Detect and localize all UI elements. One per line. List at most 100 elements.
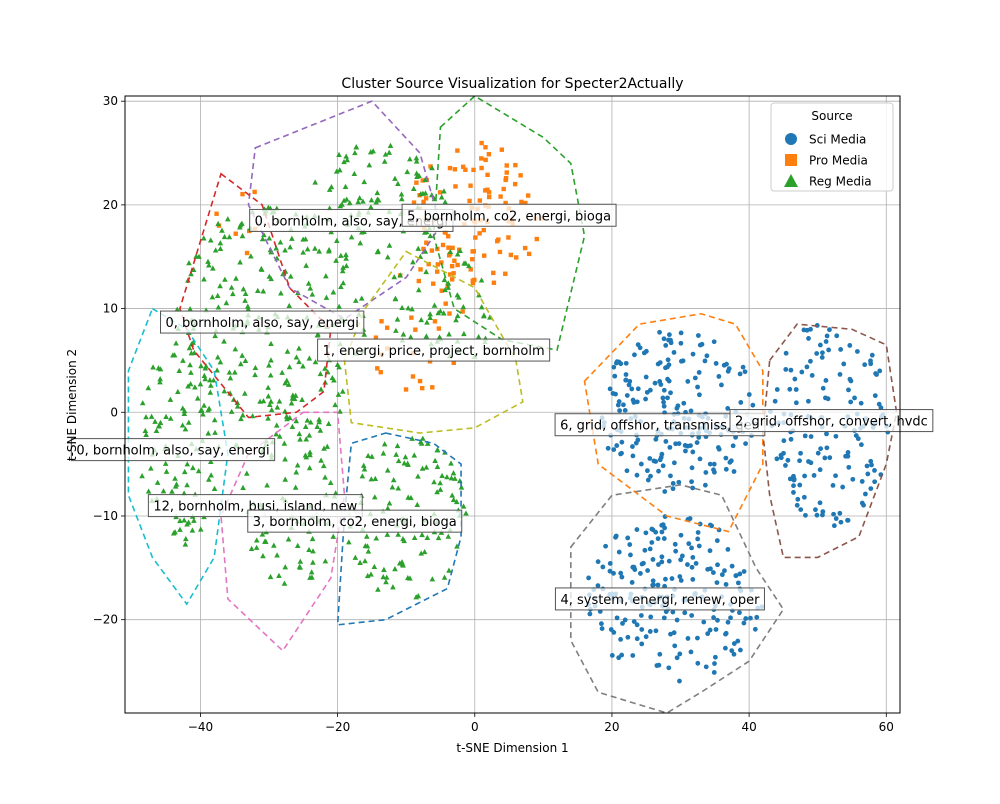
- data-point-sci: [607, 561, 613, 566]
- data-point-sci: [618, 636, 623, 642]
- data-point-pro: [504, 170, 509, 175]
- data-point-reg: [234, 399, 241, 405]
- data-point-sci: [677, 574, 683, 579]
- data-point-reg: [294, 462, 301, 468]
- data-point-reg: [418, 550, 424, 556]
- data-point-sci: [865, 471, 871, 477]
- data-point-reg: [434, 489, 440, 495]
- data-point-sci: [607, 568, 613, 574]
- cluster-hull: [569, 484, 785, 714]
- data-point-sci: [619, 450, 624, 456]
- data-point-sci: [712, 661, 717, 666]
- data-point-pro: [417, 378, 423, 384]
- data-point-reg: [267, 401, 273, 408]
- data-point-sci: [656, 562, 661, 567]
- data-point-reg: [212, 332, 218, 339]
- data-point-sci: [656, 468, 661, 474]
- data-point-sci: [688, 408, 694, 414]
- data-point-sci: [858, 400, 864, 406]
- data-point-sci: [731, 641, 737, 646]
- data-point-pro: [429, 248, 435, 253]
- data-point-pro: [440, 242, 446, 248]
- data-point-reg: [286, 364, 293, 370]
- data-point-sci: [845, 453, 851, 459]
- cluster-label-box: [554, 587, 765, 611]
- data-point-reg: [289, 423, 296, 429]
- data-point-sci: [872, 479, 878, 485]
- data-point-sci: [619, 652, 625, 658]
- data-point-reg: [431, 479, 437, 485]
- data-point-reg: [343, 255, 349, 261]
- data-point-reg: [155, 365, 162, 371]
- data-point-sci: [877, 368, 883, 374]
- data-point-reg: [268, 357, 274, 363]
- data-point-sci: [710, 570, 716, 575]
- data-point-sci: [705, 566, 711, 572]
- data-point-reg: [185, 519, 192, 525]
- data-point-reg: [334, 237, 340, 244]
- data-point-reg: [205, 430, 212, 436]
- data-point-reg: [287, 244, 293, 250]
- data-point-sci: [687, 516, 693, 521]
- data-point-reg: [187, 306, 193, 312]
- data-point-reg: [341, 158, 347, 165]
- data-point-reg: [303, 262, 309, 268]
- data-point-reg: [303, 436, 310, 442]
- cluster-label: 5, bornholm, co2, energi, bioga: [401, 203, 617, 227]
- data-point-sci: [641, 350, 647, 356]
- data-point-reg: [384, 467, 391, 473]
- data-point-reg: [384, 531, 391, 537]
- data-point-sci: [709, 523, 715, 529]
- data-point-reg: [186, 260, 192, 266]
- data-point-reg: [283, 413, 290, 419]
- data-point-reg: [320, 462, 327, 469]
- data-point-pro: [526, 251, 532, 257]
- data-point-sci: [740, 364, 746, 370]
- cluster-label: 3, bornholm, co2, energi, bioga: [247, 509, 463, 533]
- data-point-reg: [237, 259, 243, 265]
- data-point-reg: [306, 432, 313, 438]
- data-point-reg: [436, 334, 443, 340]
- data-point-pro: [413, 327, 418, 332]
- data-point-reg: [450, 470, 457, 476]
- data-point-pro: [447, 311, 452, 316]
- data-point-reg: [393, 451, 399, 457]
- data-point-reg: [268, 340, 274, 347]
- data-point-sci: [714, 580, 720, 585]
- data-point-pro: [486, 190, 492, 195]
- data-point-reg: [441, 574, 448, 580]
- data-point-sci: [614, 443, 620, 448]
- legend-box: [770, 102, 894, 192]
- data-point-sci: [678, 532, 684, 538]
- data-point-sci: [827, 327, 832, 333]
- data-point-pro: [525, 193, 531, 198]
- data-point-sci: [711, 670, 717, 675]
- data-point-sci: [815, 450, 821, 456]
- cluster-label-text: 0, bornholm, also, say, energi: [255, 214, 448, 229]
- data-point-reg: [316, 248, 322, 254]
- data-point-sci: [772, 398, 778, 404]
- data-point-pro: [485, 172, 490, 178]
- data-point-sci: [838, 347, 844, 352]
- data-point-sci: [707, 461, 713, 467]
- data-point-reg: [188, 341, 195, 347]
- data-point-sci: [613, 533, 619, 539]
- data-point-pro: [534, 236, 539, 242]
- cluster-label-box: [317, 338, 551, 362]
- data-point-reg: [242, 357, 249, 364]
- data-point-sci: [668, 631, 673, 637]
- data-point-sci: [854, 349, 860, 354]
- data-point-pro: [452, 167, 458, 172]
- data-point-reg: [305, 280, 312, 286]
- cluster-label-text: 5, bornholm, co2, energi, bioga: [407, 209, 611, 224]
- data-point-reg: [392, 566, 398, 572]
- data-point-sci: [663, 609, 669, 615]
- data-point-sci: [808, 460, 814, 466]
- data-point-reg: [375, 248, 381, 254]
- data-point-pro: [486, 152, 492, 157]
- data-point-sci: [668, 473, 673, 479]
- data-point-sci: [774, 456, 780, 462]
- data-point-sci: [634, 527, 640, 532]
